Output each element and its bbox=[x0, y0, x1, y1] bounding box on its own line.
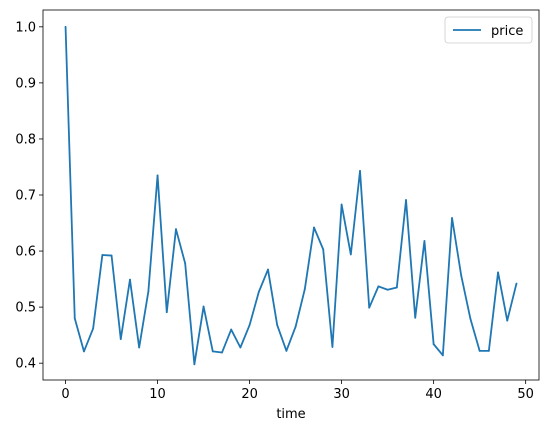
data-point bbox=[285, 349, 288, 352]
data-point bbox=[322, 248, 325, 251]
x-tick-label: 0 bbox=[61, 387, 69, 402]
y-axis-ticks: 0.4 0.5 0.6 0.7 0.8 0.9 1.0 bbox=[15, 20, 43, 372]
data-point bbox=[487, 349, 490, 352]
data-point bbox=[515, 282, 518, 285]
data-point bbox=[175, 228, 177, 231]
data-point bbox=[267, 268, 269, 271]
y-tick-label: 0.8 bbox=[15, 132, 36, 147]
x-axis-ticks: 0 10 20 30 40 50 bbox=[61, 380, 534, 402]
data-point bbox=[257, 291, 260, 293]
data-point bbox=[377, 285, 380, 288]
y-tick-label: 0.6 bbox=[15, 245, 36, 260]
data-point bbox=[202, 305, 205, 308]
data-point bbox=[129, 278, 131, 281]
axes-frame bbox=[42, 9, 540, 381]
data-point bbox=[165, 311, 168, 314]
data-point bbox=[441, 354, 444, 357]
data-point bbox=[119, 338, 122, 340]
x-tick-label: 30 bbox=[333, 387, 350, 402]
data-point bbox=[64, 25, 67, 28]
data-point bbox=[497, 271, 499, 274]
data-point bbox=[211, 350, 214, 353]
data-point bbox=[156, 174, 159, 177]
data-point bbox=[303, 288, 306, 291]
data-point bbox=[83, 350, 85, 353]
y-tick-label: 0.5 bbox=[15, 301, 36, 316]
y-tick-label: 0.4 bbox=[15, 357, 36, 372]
data-point bbox=[478, 349, 481, 352]
legend-label-price: price bbox=[491, 24, 523, 39]
data-point bbox=[92, 327, 95, 330]
data-point bbox=[101, 254, 104, 256]
data-point bbox=[386, 288, 389, 291]
legend: price bbox=[444, 16, 533, 44]
data-point bbox=[395, 286, 398, 289]
data-point bbox=[432, 343, 435, 346]
data-point bbox=[368, 306, 371, 309]
data-point bbox=[506, 319, 509, 322]
legend-box bbox=[444, 16, 533, 44]
data-point bbox=[414, 316, 417, 319]
data-point bbox=[138, 346, 141, 349]
data-point bbox=[248, 324, 251, 326]
data-point bbox=[276, 324, 279, 326]
data-point bbox=[469, 317, 472, 320]
x-tick-label: 20 bbox=[241, 387, 258, 402]
y-tick-label: 0.9 bbox=[15, 76, 36, 91]
data-point bbox=[230, 328, 233, 331]
y-tick-label: 0.7 bbox=[15, 189, 36, 204]
data-point bbox=[147, 290, 150, 293]
series-line-price bbox=[64, 26, 518, 366]
data-point bbox=[349, 253, 352, 256]
x-tick-label: 40 bbox=[425, 387, 442, 402]
data-point bbox=[331, 346, 334, 348]
x-tick-label: 10 bbox=[149, 387, 166, 402]
data-point bbox=[110, 254, 113, 257]
data-point bbox=[239, 346, 242, 349]
data-point bbox=[405, 199, 407, 201]
data-point bbox=[359, 169, 361, 172]
data-point bbox=[423, 240, 426, 242]
y-tick-label: 1.0 bbox=[15, 20, 36, 35]
data-point bbox=[340, 203, 343, 206]
data-point bbox=[193, 363, 196, 366]
data-point bbox=[73, 317, 76, 320]
data-point bbox=[313, 226, 315, 229]
x-tick-label: 50 bbox=[517, 387, 534, 402]
data-point bbox=[184, 262, 187, 265]
data-point bbox=[460, 274, 463, 277]
data-point bbox=[451, 217, 453, 219]
x-axis-label: time bbox=[276, 407, 305, 422]
data-point bbox=[294, 325, 297, 328]
data-point bbox=[221, 351, 223, 354]
plot-area bbox=[43, 10, 539, 380]
series-layer bbox=[64, 25, 518, 366]
